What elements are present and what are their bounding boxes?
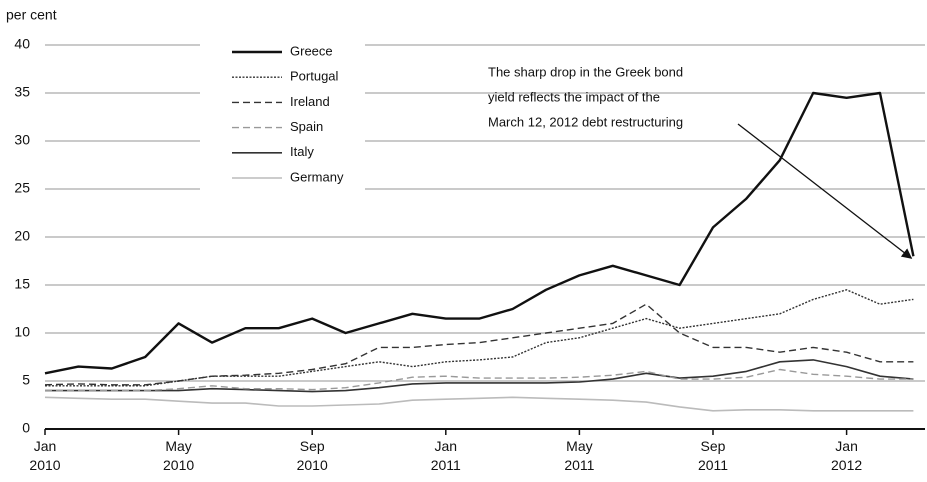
x-tick-label: Sep 2010 [297, 438, 328, 473]
y-axis-label: per cent [6, 7, 57, 23]
series-line [45, 289, 914, 387]
legend-label: Spain [290, 119, 323, 134]
x-tick-label: Jan 2012 [831, 438, 862, 473]
series-line [45, 368, 914, 392]
x-tick-label: Jan 2010 [29, 438, 60, 473]
series-line [45, 359, 914, 393]
annotation: The sharp drop in the Greek bond [488, 64, 683, 79]
x-tick-label: May 2010 [163, 438, 194, 473]
annotation-arrow [737, 123, 913, 259]
series-line [44, 396, 914, 412]
legend-label: Italy [290, 144, 314, 159]
x-tick-label: Sep 2011 [698, 438, 728, 473]
legend-label: Portugal [290, 69, 339, 84]
y-tick-label: 15 [14, 276, 30, 292]
x-tick-label: Jan 2011 [431, 438, 461, 473]
y-tick-label: 5 [22, 372, 30, 388]
legend-label: Greece [290, 43, 333, 58]
legend-label: Germany [290, 169, 344, 184]
series-line [44, 91, 915, 375]
y-tick-label: 40 [14, 36, 30, 52]
series-line [44, 303, 914, 386]
y-tick-label: 10 [14, 324, 30, 340]
annotation: March 12, 2012 debt restructuring [488, 114, 683, 129]
y-tick-label: 30 [14, 132, 30, 148]
legend-background [200, 38, 365, 190]
y-tick-label: 0 [22, 420, 30, 436]
legend-label: Ireland [290, 94, 330, 109]
x-tick-label: May 2011 [564, 438, 594, 473]
y-tick-label: 35 [14, 84, 30, 100]
y-tick-label: 25 [14, 180, 30, 196]
annotation: yield reflects the impact of the [488, 89, 660, 104]
y-tick-label: 20 [14, 228, 30, 244]
